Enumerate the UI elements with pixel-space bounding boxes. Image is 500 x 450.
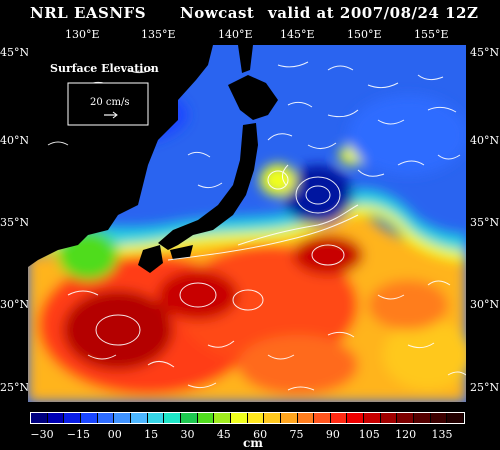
colorbar-tick-label: 45 (216, 428, 231, 441)
colorbar-unit: cm (243, 436, 264, 450)
colorbar-segment (264, 413, 281, 423)
colorbar-segment (147, 413, 165, 423)
colorbar-segment (31, 413, 48, 423)
colorbar (30, 412, 465, 424)
colorbar-segment (164, 413, 181, 423)
colorbar-segment (130, 413, 148, 423)
colorbar-segment (397, 413, 415, 423)
colorbar-segment (280, 413, 298, 423)
colorbar-segment (180, 413, 198, 423)
colorbar-segment (47, 413, 65, 423)
colorbar-segment (297, 413, 315, 423)
lat-label-30-left: 30°N (0, 298, 30, 311)
lat-label-35-left: 35°N (0, 216, 30, 229)
lon-label-140: 140°E (218, 28, 253, 41)
colorbar-tick-label: −30 (30, 428, 54, 441)
vector-scale-label: 20 cm/s (90, 97, 130, 108)
colorbar-segment (380, 413, 398, 423)
lon-label-130: 130°E (65, 28, 100, 41)
title-mode: Nowcast (180, 4, 255, 22)
lat-label-35-right: 35°N (470, 216, 500, 229)
vector-scale-arrowhead (112, 111, 118, 119)
colorbar-tick-label: 105 (358, 428, 380, 441)
colorbar-segment (230, 413, 248, 423)
colorbar-tick-label: 75 (289, 428, 304, 441)
current-vectors (47, 61, 466, 391)
lat-label-40-right: 40°N (470, 134, 500, 147)
lon-label-135: 135°E (141, 28, 176, 41)
colorbar-tick-label: 60 (253, 428, 268, 441)
lon-label-150: 150°E (347, 28, 382, 41)
colorbar-segment (214, 413, 231, 423)
title-source: NRL EASNFS (30, 4, 147, 22)
map-panel: Surface Elevation 20 cm/s (28, 45, 466, 402)
colorbar-tick-label: 30 (180, 428, 195, 441)
colorbar-segment (197, 413, 215, 423)
colorbar-tick-label: 135 (431, 428, 453, 441)
colorbar-segment (114, 413, 131, 423)
lon-label-145: 145°E (280, 28, 315, 41)
colorbar-tick-label: 120 (395, 428, 417, 441)
vector-scale-box (67, 82, 149, 126)
colorbar-segment (330, 413, 348, 423)
lon-label-155: 155°E (414, 28, 449, 41)
colorbar-segment (430, 413, 448, 423)
lat-label-40-left: 40°N (0, 134, 30, 147)
colorbar-tick-label: −15 (66, 428, 90, 441)
colorbar-segment (97, 413, 115, 423)
lat-label-25-right: 25°N (470, 381, 500, 394)
lat-label-45-left: 45°N (0, 46, 30, 59)
colorbar-tick-label: 00 (107, 428, 122, 441)
colorbar-segment (414, 413, 431, 423)
colorbar-segment (247, 413, 265, 423)
lat-label-25-left: 25°N (0, 381, 30, 394)
colorbar-segment (347, 413, 365, 423)
lat-label-45-right: 45°N (470, 46, 500, 59)
colorbar-segment (364, 413, 381, 423)
colorbar-tick-label: 15 (144, 428, 159, 441)
colorbar-segment (314, 413, 331, 423)
lat-label-30-right: 30°N (470, 298, 500, 311)
elevation-map: Surface Elevation 20 cm/s (28, 45, 466, 402)
field-label: Surface Elevation (50, 62, 159, 75)
colorbar-segment (80, 413, 98, 423)
colorbar-segment (447, 413, 465, 423)
title-valid: valid at 2007/08/24 12Z (268, 4, 479, 22)
colorbar-segment (64, 413, 81, 423)
colorbar-tick-label: 90 (325, 428, 340, 441)
